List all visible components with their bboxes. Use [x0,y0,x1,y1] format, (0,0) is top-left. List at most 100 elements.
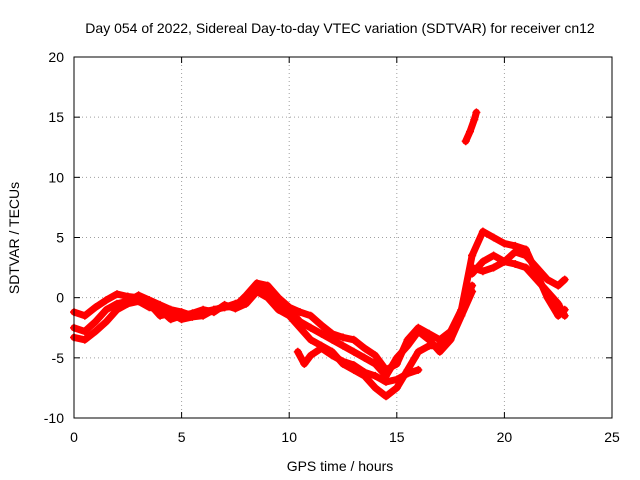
data-point [414,347,423,356]
data-point [371,359,380,368]
data-point [300,359,309,368]
data-point [306,323,315,332]
data-point [209,308,218,317]
data-point [306,311,315,320]
data-point [392,383,401,392]
data-point [466,127,474,136]
y-tick-label: 15 [48,109,64,125]
data-point [532,263,541,272]
data-point [532,275,541,284]
data-point [457,305,466,314]
data-point [425,341,434,350]
data-point [371,351,380,360]
y-tick-label: 0 [56,290,64,306]
data-point [382,392,390,401]
data-point [382,377,390,386]
data-point [403,369,412,378]
data-point [317,329,326,338]
data-point [461,137,470,146]
data-point [339,357,347,366]
data-point [521,251,530,260]
data-point [242,299,251,308]
data-point [220,300,229,309]
data-point [560,275,569,284]
data-point [252,287,261,296]
data-point [177,311,186,320]
series-line [462,108,480,145]
data-point [392,375,401,384]
data-point [521,263,530,272]
series-line [70,284,476,380]
data-point [317,344,326,353]
data-point [91,303,100,312]
data-point [470,115,479,124]
data-point [414,365,423,374]
chart-title: Day 054 of 2022, Sidereal Day-to-day VTE… [85,20,595,36]
data-point [80,335,89,344]
series-track-2 [70,284,477,380]
data-point [371,371,380,380]
x-tick-label: 10 [281,429,297,445]
data-point [414,327,423,336]
data-point [468,263,477,272]
y-tick-label: 20 [48,49,64,65]
data-point [511,247,520,256]
data-point [145,296,154,305]
series-line [468,248,569,290]
data-point [403,341,412,350]
data-point [472,108,481,117]
data-point [339,341,347,350]
data-point [446,329,455,338]
data-point [478,257,487,266]
data-point [560,311,569,320]
data-point [91,317,100,326]
data-point [360,344,369,353]
data-point [349,361,358,370]
x-tick-label: 25 [604,429,620,445]
data-point [489,263,498,272]
data-point [435,341,444,350]
data-point [306,351,315,360]
data-point [328,351,337,360]
data-point [145,303,154,312]
data-point [296,323,304,332]
data-point [102,305,111,314]
y-axis-label: SDTVAR / TECUs [6,182,22,294]
x-tick-label: 5 [178,429,186,445]
data-point [80,327,89,336]
data-point [360,353,369,362]
data-point [199,305,208,314]
data-point [274,305,283,314]
data-point [511,260,520,268]
data-point [468,251,477,260]
x-tick-label: 15 [389,429,405,445]
data-point [489,233,498,242]
data-point [489,251,498,260]
data-point [134,297,143,306]
data-point [349,335,358,344]
x-axis-label: GPS time / hours [287,458,394,474]
y-tick-label: 10 [48,169,64,185]
data-point [478,267,487,276]
series-track-3 [70,251,477,401]
data-point [166,315,175,324]
y-tick-label: -5 [52,350,65,366]
data-point [349,347,358,356]
data-point [392,353,401,362]
data-point [554,281,563,290]
data-point [156,305,165,314]
series-track-8 [461,108,481,146]
data-point [263,293,272,302]
data-tracks [70,108,569,401]
series-line [468,228,569,320]
data-point [166,305,175,314]
data-point [468,287,477,296]
data-point [306,335,315,344]
series-track-5 [468,227,569,320]
data-point [317,321,326,330]
y-tick-label: 5 [56,230,64,246]
data-point [285,311,294,320]
data-point [554,299,563,308]
data-point [339,333,347,342]
